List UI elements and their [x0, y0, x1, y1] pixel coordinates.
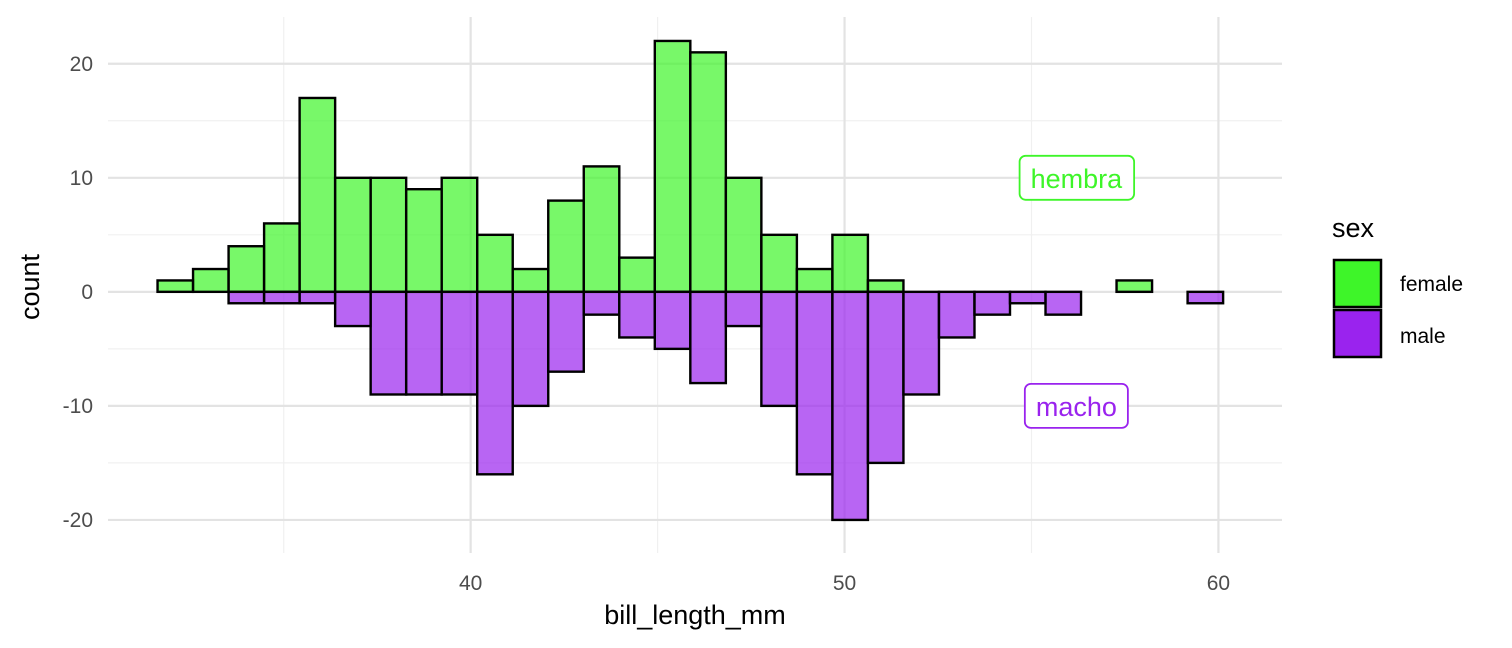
legend-label-male: male	[1400, 325, 1446, 348]
bar-female	[440, 176, 479, 294]
legend-key-female	[1332, 258, 1383, 309]
bar-male	[333, 290, 372, 328]
bar-female	[724, 176, 763, 294]
bar-male	[760, 290, 799, 408]
bar-female	[831, 233, 870, 294]
bar-male	[724, 290, 763, 328]
bar-female	[511, 267, 550, 294]
bar-male	[440, 290, 479, 396]
bar-female	[547, 199, 585, 294]
bar-female	[476, 233, 514, 294]
x-tick-label: 40	[459, 572, 482, 595]
bar-male	[511, 290, 550, 408]
bar-female	[333, 176, 372, 294]
bar-male	[689, 290, 728, 385]
bar-female	[582, 165, 621, 294]
bar-female	[795, 267, 834, 294]
bar-female	[689, 51, 728, 294]
bar-male	[618, 290, 657, 339]
x-tick-label: 60	[1207, 572, 1230, 595]
bar-male	[1008, 290, 1047, 305]
legend: sex female male	[1332, 213, 1463, 359]
bar-female	[191, 267, 230, 294]
legend-label-female: female	[1400, 273, 1463, 296]
y-tick-label: 20	[70, 53, 93, 76]
y-axis-title: count	[15, 253, 45, 320]
bar-male	[653, 290, 692, 351]
bars	[156, 39, 1225, 522]
bar-female	[866, 279, 905, 294]
x-axis-ticks: 40 50 60	[459, 572, 1230, 595]
bar-male	[404, 290, 443, 396]
bar-female	[1115, 279, 1154, 294]
bar-male	[1186, 290, 1225, 305]
bar-male	[795, 290, 834, 476]
x-tick-label: 50	[833, 572, 856, 595]
bar-male	[973, 290, 1012, 316]
bar-male	[227, 290, 266, 305]
y-tick-label: -20	[63, 509, 93, 532]
bar-male	[369, 290, 408, 396]
legend-key-male	[1332, 308, 1383, 359]
bar-male	[547, 290, 585, 373]
bar-female	[156, 279, 195, 294]
y-tick-label: 10	[70, 167, 93, 190]
bar-male	[476, 290, 514, 476]
annotation-label: hembra	[1031, 164, 1124, 194]
bar-male	[298, 290, 337, 305]
bar-female	[760, 233, 799, 294]
bar-male	[831, 290, 870, 522]
bar-male	[582, 290, 621, 316]
y-axis-ticks: -20 -10 0 10 20	[63, 53, 93, 532]
y-tick-label: 0	[81, 281, 93, 304]
bar-female	[653, 39, 692, 294]
bar-female	[618, 256, 657, 294]
annotation-box	[1023, 382, 1129, 429]
bar-male	[866, 290, 905, 465]
x-axis-title: bill_length_mm	[604, 600, 786, 630]
bar-female	[298, 96, 337, 294]
annotation-label: macho	[1036, 392, 1117, 422]
annotations: hembra macho	[1018, 154, 1136, 429]
y-tick-label: -10	[63, 395, 93, 418]
bar-male	[937, 290, 976, 339]
bar-female	[404, 188, 443, 294]
bar-male	[262, 290, 301, 305]
bar-female	[227, 245, 266, 294]
bar-female	[262, 222, 301, 294]
annotation-box	[1018, 154, 1136, 201]
bar-male	[902, 290, 941, 396]
bar-female	[369, 176, 408, 294]
bar-male	[1044, 290, 1083, 316]
legend-title: sex	[1332, 213, 1375, 243]
